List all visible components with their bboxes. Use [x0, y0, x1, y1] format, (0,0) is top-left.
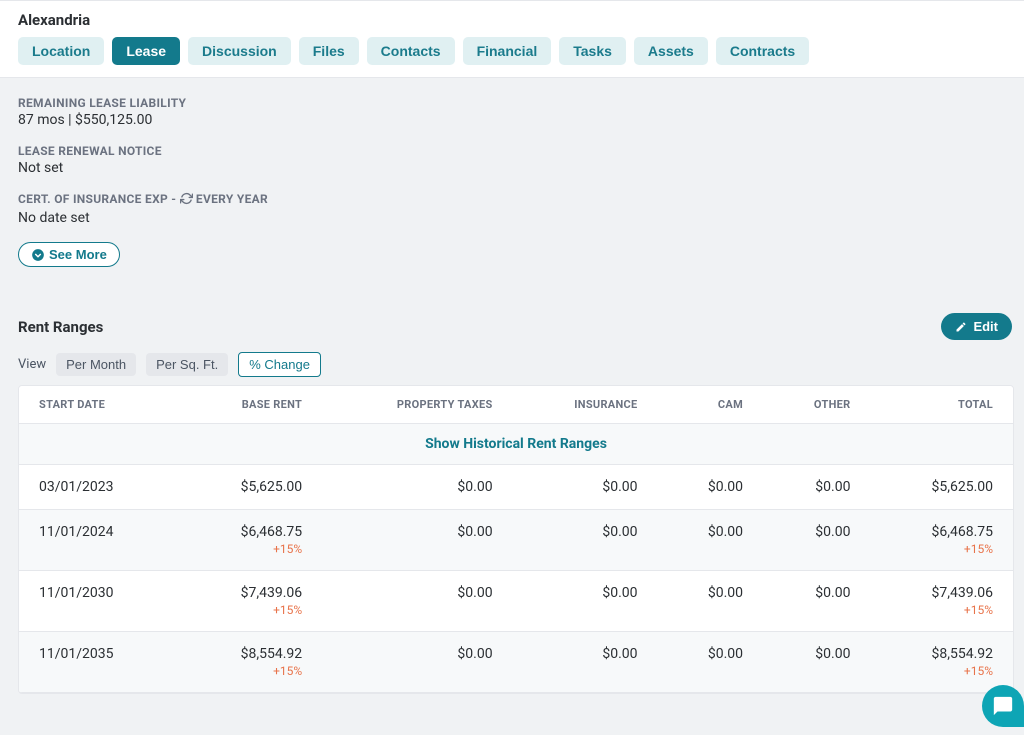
cell-date: 03/01/2023 — [19, 465, 180, 510]
view-row: View Per Month Per Sq. Ft. % Change — [18, 352, 1006, 377]
tab-assets[interactable]: Assets — [634, 37, 708, 65]
table-row: 11/01/2024$6,468.75+15%$0.00$0.00$0.00$0… — [19, 510, 1013, 571]
cert-insurance-value: No date set — [18, 210, 1006, 226]
historical-link-row[interactable]: Show Historical Rent Ranges — [19, 424, 1013, 465]
cell-insurance: $0.00 — [513, 465, 658, 510]
header: Alexandria Location Lease Discussion Files C… — [0, 0, 1024, 78]
cell-date: 11/01/2030 — [19, 571, 180, 632]
tab-discussion[interactable]: Discussion — [188, 37, 291, 65]
cert-insurance-label-pre: CERT. OF INSURANCE EXP - — [18, 192, 180, 206]
tab-location[interactable]: Location — [18, 37, 104, 65]
remaining-liability-label: REMAINING LEASE LIABILITY — [18, 96, 1006, 110]
edit-button[interactable]: Edit — [941, 313, 1012, 340]
col-base-rent: BASE RENT — [180, 386, 322, 424]
cert-insurance-label: CERT. OF INSURANCE EXP - EVERY YEAR — [18, 192, 1006, 208]
chat-icon — [992, 695, 1014, 717]
rent-ranges-title: Rent Ranges — [18, 318, 103, 336]
tab-lease[interactable]: Lease — [112, 37, 180, 65]
cell-insurance: $0.00 — [513, 510, 658, 571]
table-body: Show Historical Rent Ranges 03/01/2023$5… — [19, 424, 1013, 693]
col-property-taxes: PROPERTY TAXES — [322, 386, 512, 424]
cell-total: $6,468.75+15% — [870, 510, 1013, 571]
cell-insurance: $0.00 — [513, 632, 658, 693]
cell-taxes: $0.00 — [322, 632, 512, 693]
col-total: TOTAL — [870, 386, 1013, 424]
cell-taxes: $0.00 — [322, 465, 512, 510]
pct-change: +15% — [890, 542, 993, 556]
col-insurance: INSURANCE — [513, 386, 658, 424]
col-start-date: START DATE — [19, 386, 180, 424]
cell-date: 11/01/2035 — [19, 632, 180, 693]
cell-taxes: $0.00 — [322, 510, 512, 571]
cell-other: $0.00 — [763, 465, 870, 510]
remaining-liability-block: REMAINING LEASE LIABILITY 87 mos | $550,… — [18, 96, 1006, 128]
page-title: Alexandria — [18, 11, 1006, 29]
tab-files[interactable]: Files — [299, 37, 359, 65]
pct-change: +15% — [890, 603, 993, 617]
cell-other: $0.00 — [763, 510, 870, 571]
tab-tasks[interactable]: Tasks — [559, 37, 626, 65]
historical-link-text: Show Historical Rent Ranges — [19, 424, 1013, 465]
tab-contracts[interactable]: Contracts — [716, 37, 809, 65]
table-row: 03/01/2023$5,625.00$0.00$0.00$0.00$0.00$… — [19, 465, 1013, 510]
chat-widget[interactable] — [982, 685, 1024, 727]
refresh-icon — [180, 192, 193, 208]
pct-change: +15% — [200, 542, 302, 556]
tab-bar: Location Lease Discussion Files Contacts Fina… — [18, 37, 1006, 65]
view-per-month[interactable]: Per Month — [56, 353, 136, 376]
view-label: View — [18, 357, 46, 372]
tab-contacts[interactable]: Contacts — [367, 37, 455, 65]
cell-total: $8,554.92+15% — [870, 632, 1013, 693]
view-pct-change[interactable]: % Change — [238, 352, 321, 377]
edit-label: Edit — [973, 319, 998, 334]
col-cam: CAM — [658, 386, 764, 424]
table-row: 11/01/2035$8,554.92+15%$0.00$0.00$0.00$0… — [19, 632, 1013, 693]
cell-insurance: $0.00 — [513, 571, 658, 632]
table-header-row: START DATE BASE RENT PROPERTY TAXES INSU… — [19, 386, 1013, 424]
cell-base-rent: $8,554.92+15% — [180, 632, 322, 693]
view-per-sqft[interactable]: Per Sq. Ft. — [146, 353, 228, 376]
renewal-notice-value: Not set — [18, 160, 1006, 176]
pct-change: +15% — [200, 603, 302, 617]
cell-base-rent: $5,625.00 — [180, 465, 322, 510]
cert-insurance-label-post: EVERY YEAR — [193, 192, 268, 206]
cell-cam: $0.00 — [658, 510, 764, 571]
cell-cam: $0.00 — [658, 465, 764, 510]
cell-base-rent: $7,439.06+15% — [180, 571, 322, 632]
renewal-notice-block: LEASE RENEWAL NOTICE Not set — [18, 144, 1006, 176]
cell-total: $7,439.06+15% — [870, 571, 1013, 632]
remaining-liability-value: 87 mos | $550,125.00 — [18, 112, 1006, 128]
cell-other: $0.00 — [763, 632, 870, 693]
renewal-notice-label: LEASE RENEWAL NOTICE — [18, 144, 1006, 158]
col-other: OTHER — [763, 386, 870, 424]
pct-change: +15% — [890, 664, 993, 678]
rent-table: START DATE BASE RENT PROPERTY TAXES INSU… — [18, 385, 1014, 694]
rent-ranges-header: Rent Ranges Edit — [18, 313, 1006, 340]
see-more-label: See More — [49, 247, 107, 262]
cell-taxes: $0.00 — [322, 571, 512, 632]
tab-financial[interactable]: Financial — [463, 37, 552, 65]
pct-change: +15% — [200, 664, 302, 678]
cell-date: 11/01/2024 — [19, 510, 180, 571]
cell-total: $5,625.00 — [870, 465, 1013, 510]
cell-other: $0.00 — [763, 571, 870, 632]
cell-base-rent: $6,468.75+15% — [180, 510, 322, 571]
see-more-button[interactable]: See More — [18, 242, 120, 267]
cell-cam: $0.00 — [658, 632, 764, 693]
content: REMAINING LEASE LIABILITY 87 mos | $550,… — [0, 78, 1024, 712]
cert-insurance-block: CERT. OF INSURANCE EXP - EVERY YEAR No d… — [18, 192, 1006, 226]
cell-cam: $0.00 — [658, 571, 764, 632]
table-row: 11/01/2030$7,439.06+15%$0.00$0.00$0.00$0… — [19, 571, 1013, 632]
chevron-down-circle-icon — [31, 248, 45, 262]
pencil-icon — [955, 321, 967, 333]
